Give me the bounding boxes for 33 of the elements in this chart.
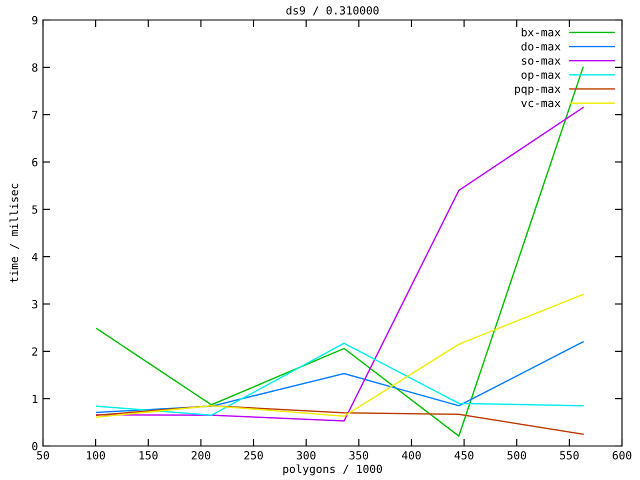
x-tick-label: 50 — [37, 451, 49, 460]
x-axis-title: polygons / 1000 — [283, 464, 382, 476]
legend-label: so-max — [522, 58, 560, 65]
y-tick-label: 2 — [32, 347, 38, 356]
x-tick-label: 450 — [454, 451, 474, 460]
x-tick-label: 500 — [507, 451, 526, 460]
x-tick-label: 350 — [350, 451, 368, 460]
line-series — [96, 405, 584, 435]
legend-label: pqp-max — [515, 86, 560, 96]
y-tick-label: 9 — [32, 16, 38, 24]
x-tick-label: 250 — [244, 451, 263, 460]
legend-label: vc-max — [521, 100, 560, 108]
y-tick-label: 4 — [32, 252, 38, 261]
y-tick-label: 0 — [32, 442, 38, 450]
x-tick-label: 200 — [192, 451, 210, 460]
x-tick-label: 300 — [296, 451, 316, 460]
y-tick-label: 3 — [32, 300, 38, 308]
x-tick-label: 600 — [612, 451, 632, 460]
line-series — [96, 294, 584, 418]
x-tick-label: 550 — [560, 451, 579, 460]
legend-label: op-max — [521, 72, 560, 82]
y-axis-title: time / millisec — [10, 184, 20, 282]
legend-label: bx-max — [522, 28, 560, 36]
x-tick-label: 100 — [86, 451, 105, 460]
x-tick-label: 400 — [402, 451, 421, 460]
x-tick-label: 150 — [140, 451, 158, 460]
legend-label: do-max — [521, 42, 560, 51]
y-tick-label: 7 — [32, 110, 38, 119]
chart-title: ds9 / 0.310000 — [286, 6, 379, 16]
y-tick-label: 1 — [32, 394, 38, 403]
y-tick-label: 6 — [32, 158, 38, 166]
y-tick-label: 8 — [32, 63, 38, 72]
y-tick-label: 5 — [32, 205, 38, 214]
